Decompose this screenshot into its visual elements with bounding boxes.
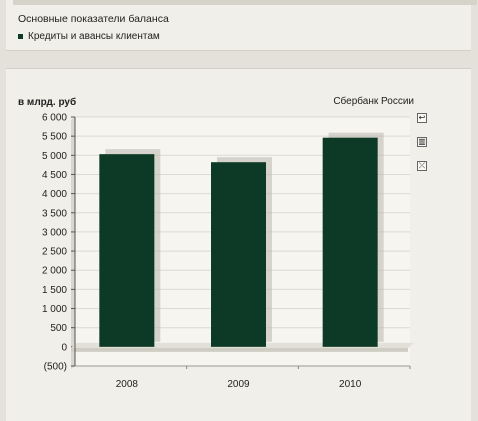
bar-2009 [211, 162, 266, 347]
y-tick-label: 2 000 [42, 266, 67, 277]
balance-indicators-panel: Основные показатели баланса Кредиты и ав… [6, 0, 477, 51]
bar-chart-icon[interactable]: ▥ [417, 137, 427, 147]
bar-2008 [99, 154, 155, 347]
x-tick-label: 2009 [227, 379, 250, 390]
hide-data-icon[interactable]: ⤫ [417, 161, 427, 171]
y-tick-label: 4 000 [42, 189, 67, 200]
bank-label: Сбербанк России [333, 96, 414, 107]
x-tick-label: 2008 [116, 379, 139, 390]
y-tick-label: 4 500 [42, 170, 67, 181]
y-tick-label: (500) [44, 362, 67, 373]
y-tick-label: 2 500 [42, 247, 67, 258]
y-tick-label: 0 [61, 342, 67, 353]
y-tick-label: 1 500 [42, 285, 67, 296]
y-tick-label: 6 000 [42, 113, 67, 124]
y-tick-label: 5 000 [42, 151, 67, 162]
top-scrollbar[interactable] [13, 0, 477, 5]
y-tick-label: 1 000 [42, 304, 67, 315]
plot-left-wall [71, 117, 75, 369]
legend-swatch [18, 34, 23, 39]
panel-title: Основные показатели баланса [18, 13, 169, 25]
y-tick-label: 5 500 [42, 132, 67, 143]
undo-icon[interactable]: ↩ [417, 113, 427, 123]
y-tick-label: 3 500 [42, 208, 67, 219]
y-axis-unit-label: в млрд. руб [18, 97, 77, 108]
y-tick-label: 3 000 [42, 227, 67, 238]
y-tick-label: 500 [50, 323, 67, 334]
bar-2010 [322, 137, 378, 347]
legend-label: Кредиты и авансы клиентам [28, 31, 160, 42]
legend-item-loans[interactable]: Кредиты и авансы клиентам [18, 31, 160, 42]
x-tick-label: 2010 [339, 379, 362, 390]
zero-floor-front [71, 347, 408, 352]
